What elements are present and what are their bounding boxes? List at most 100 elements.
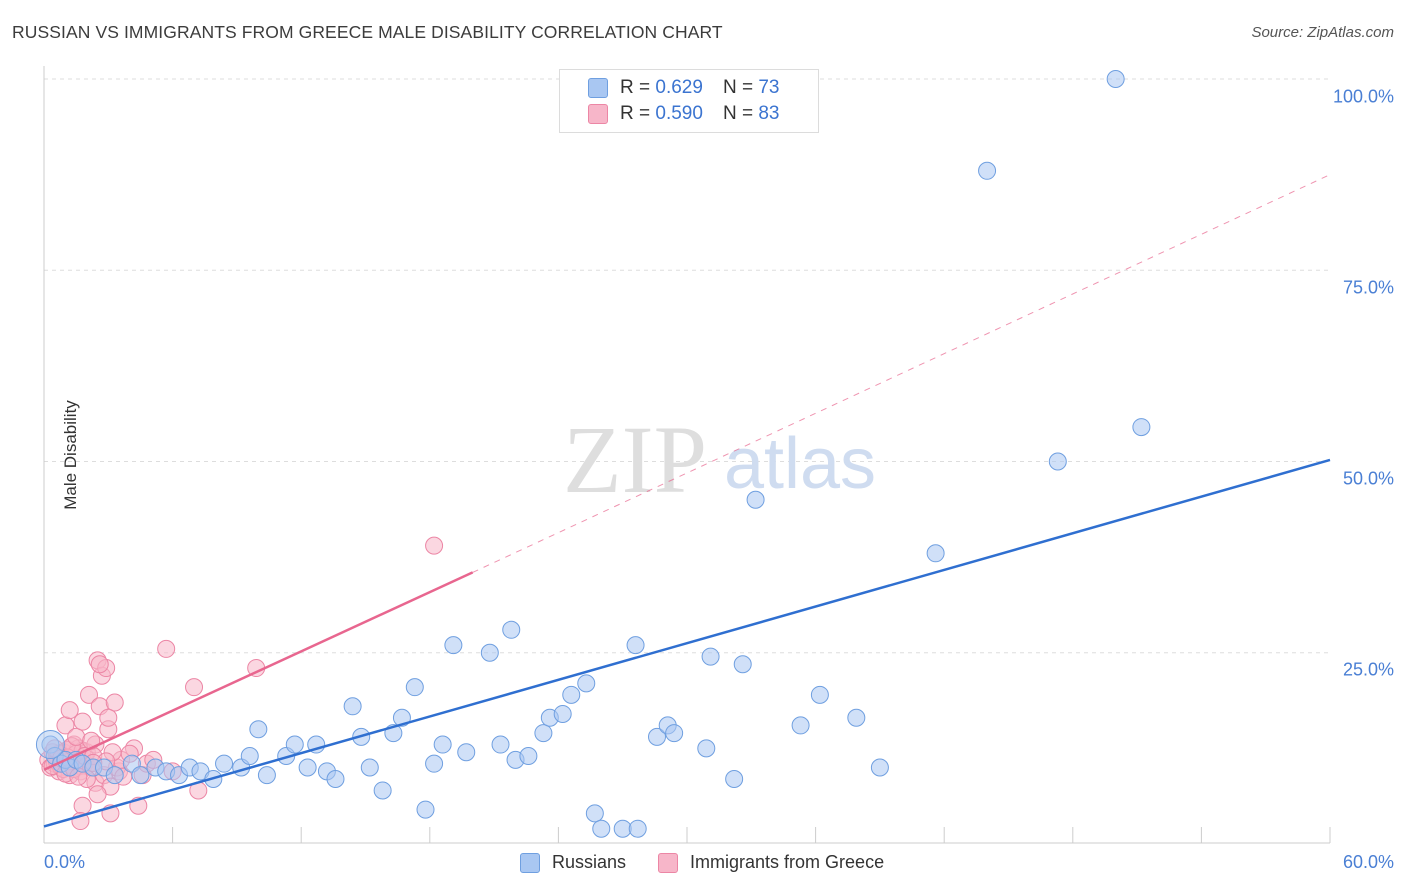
legend-label-greece: Immigrants from Greece [690,852,885,872]
data-point [80,685,99,704]
legend-label-russians: Russians [552,852,627,872]
data-point [298,758,317,777]
trend-line-greece-extension [472,174,1331,573]
data-point [405,678,424,697]
legend-r-label: R = [620,77,651,98]
data-point [215,754,234,773]
data-point [502,620,521,639]
data-point [665,724,684,743]
chart-title: RUSSIAN VS IMMIGRANTS FROM GREECE MALE D… [12,22,723,42]
trend-line-russians [43,458,1331,828]
y-tick-label-50: 50.0% [1342,468,1394,489]
data-point [257,766,276,785]
source-label: Source: ZipAtlas.com [1251,24,1394,41]
data-point [978,161,997,180]
data-point [534,724,553,743]
legend-r-value: 0.629 [655,77,703,98]
y-tick-label-25: 25.0% [1342,659,1394,680]
data-point [343,697,362,716]
legend-row-greece: R = 0.590 N = 83 [588,102,779,126]
data-point [791,716,810,735]
data-point [425,536,444,555]
data-point [847,708,866,727]
data-point [577,674,596,693]
data-point [1048,452,1067,471]
data-point [725,769,744,788]
data-point [457,743,476,762]
watermark: ZIP atlas [563,406,876,513]
series-russians [35,70,1151,838]
data-point [285,735,304,754]
data-point [810,685,829,704]
data-point [701,647,720,666]
data-point [60,701,79,720]
data-point [416,800,435,819]
data-point [99,708,118,727]
watermark-atlas: atlas [724,424,876,504]
data-point [491,735,510,754]
data-point [131,766,150,785]
y-axis-label: Male Disability [60,400,80,510]
data-point [870,758,889,777]
legend-swatch-greece [658,852,679,873]
data-point [585,804,604,823]
data-point [73,796,92,815]
legend-n-label: N = [722,103,754,124]
data-point [480,643,499,662]
data-point [562,685,581,704]
data-point [240,747,259,766]
x-tick-label-max: 60.0% [1342,852,1394,872]
legend-swatch-blue [588,78,608,98]
watermark-zip: ZIP [563,406,707,513]
data-point [105,766,124,785]
data-point [73,712,92,731]
data-point [67,727,86,746]
data-point [697,739,716,758]
series-legend: Russians Immigrants from Greece [520,852,916,873]
legend-item-russians: Russians [520,852,626,873]
data-point [926,544,945,563]
trend-line-greece [43,571,474,771]
data-point [733,655,752,674]
x-tick-label-min: 0.0% [44,852,86,872]
legend-n-value: 73 [758,77,780,98]
legend-swatch-russians [520,852,540,873]
axes [43,66,1331,844]
data-point [326,769,345,788]
data-point [628,819,647,838]
legend-r-value: 0.590 [655,103,703,124]
data-point [88,785,107,804]
y-tick-label-100: 100.0% [1332,86,1394,107]
y-tick-label-75: 75.0% [1342,277,1394,298]
correlation-legend: R = 0.629 N = 73 R = 0.590 N = 83 [559,69,819,133]
legend-row-russians: R = 0.629 N = 73 [588,76,779,100]
data-point [90,655,109,674]
data-point [373,781,392,800]
data-point [433,735,452,754]
grid-lines [44,78,1330,654]
data-point [157,639,176,658]
data-point [519,747,538,766]
legend-n-value: 83 [758,103,780,124]
data-point-large [35,730,65,760]
legend-item-greece: Immigrants from Greece [658,852,884,873]
data-point [360,758,379,777]
data-point [444,636,463,655]
data-point [746,490,765,509]
data-point [553,704,572,723]
legend-swatch-pink [588,104,608,124]
data-point [425,754,444,773]
data-point [613,819,632,838]
trend-lines [43,174,1331,828]
data-point [105,693,124,712]
legend-n-label: N = [722,77,754,98]
data-point [1132,418,1151,437]
data-point [647,727,666,746]
data-point [185,678,204,697]
legend-r-label: R = [620,103,651,124]
data-point [592,819,611,838]
data-point [249,720,268,739]
data-point [1106,70,1125,88]
data-point [626,636,645,655]
